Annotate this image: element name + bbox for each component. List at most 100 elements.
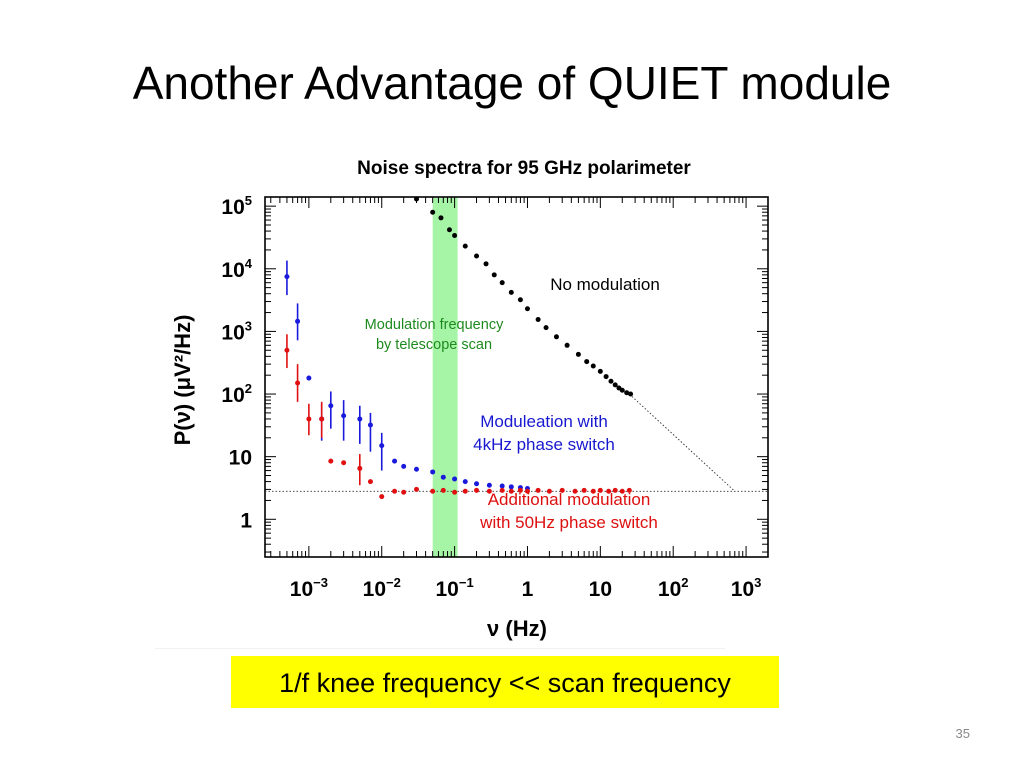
y-axis-label: P(ν) (μV²/Hz) bbox=[170, 315, 195, 446]
data-point bbox=[328, 403, 334, 409]
annotation-4khz-line2: 4kHz phase switch bbox=[473, 434, 615, 454]
chart-title: Noise spectra for 95 GHz polarimeter bbox=[357, 158, 691, 179]
data-point bbox=[491, 272, 497, 278]
data-point bbox=[452, 232, 458, 238]
data-point bbox=[543, 325, 549, 331]
data-point bbox=[328, 458, 334, 464]
data-point bbox=[414, 466, 420, 472]
slide-title: Another Advantage of QUIET module bbox=[132, 57, 892, 109]
x-tick-label: 10−1 bbox=[436, 575, 474, 601]
annotation-no-modulation-text: No modulation bbox=[550, 275, 660, 294]
callout-box: 1/f knee frequency << scan frequency bbox=[231, 656, 779, 708]
y-tick-label: 104 bbox=[221, 256, 252, 282]
data-point bbox=[517, 297, 523, 303]
data-point bbox=[401, 489, 407, 495]
data-point bbox=[559, 487, 565, 493]
data-point bbox=[597, 487, 603, 493]
data-point bbox=[341, 413, 347, 419]
data-point bbox=[624, 390, 630, 396]
data-point bbox=[430, 209, 436, 215]
data-point bbox=[414, 486, 420, 492]
data-point bbox=[379, 494, 385, 500]
data-point bbox=[414, 196, 420, 202]
annotation-scan-line2: by telescope scan bbox=[375, 336, 493, 353]
data-point bbox=[474, 481, 480, 487]
data-point bbox=[341, 460, 347, 466]
data-point bbox=[474, 487, 480, 493]
annotation-scan-frequency: Modulation frequency by telescope scan bbox=[336, 316, 532, 355]
data-point bbox=[319, 416, 325, 422]
data-point bbox=[357, 465, 363, 471]
y-tick-label: 10 bbox=[229, 447, 252, 470]
annotation-50hz-line1: Additional modulation bbox=[487, 490, 651, 509]
data-point bbox=[524, 306, 530, 312]
annotation-scan-line1: Modulation frequency bbox=[364, 317, 504, 333]
data-point bbox=[446, 227, 452, 233]
data-point bbox=[590, 363, 596, 369]
data-point bbox=[295, 380, 301, 386]
data-point bbox=[486, 482, 492, 488]
data-point bbox=[392, 458, 398, 464]
data-point bbox=[575, 351, 581, 357]
data-point bbox=[508, 488, 514, 494]
x-tick-label: 102 bbox=[658, 575, 689, 601]
one-over-f-guide-line bbox=[629, 393, 736, 492]
data-point bbox=[619, 488, 625, 494]
x-tick-label: 10 bbox=[589, 578, 612, 601]
data-point bbox=[367, 422, 373, 428]
y-tick-label: 105 bbox=[221, 193, 252, 219]
data-point bbox=[612, 382, 618, 388]
x-tick-label: 103 bbox=[731, 575, 762, 601]
data-point bbox=[619, 387, 625, 393]
data-point bbox=[603, 374, 609, 380]
data-point bbox=[438, 215, 444, 221]
data-point bbox=[357, 416, 363, 422]
annotation-50hz-line2: with 50Hz phase switch bbox=[480, 512, 658, 532]
data-point bbox=[306, 375, 312, 381]
data-point bbox=[508, 289, 514, 295]
y-tick-label: 103 bbox=[221, 318, 252, 344]
data-point bbox=[590, 488, 596, 494]
data-point bbox=[379, 443, 385, 449]
data-point bbox=[483, 261, 489, 267]
y-tick-label: 102 bbox=[221, 381, 252, 407]
data-point bbox=[608, 378, 614, 384]
separator-line bbox=[155, 648, 725, 649]
data-point bbox=[284, 274, 290, 280]
data-point bbox=[508, 484, 514, 490]
x-tick-label: 10−3 bbox=[290, 575, 328, 601]
data-point bbox=[367, 479, 373, 485]
page-number: 35 bbox=[955, 726, 970, 741]
x-tick-label: 1 bbox=[522, 578, 534, 601]
data-point bbox=[564, 342, 570, 348]
data-point bbox=[584, 359, 590, 365]
data-point bbox=[546, 488, 552, 494]
data-point bbox=[628, 391, 634, 397]
data-point bbox=[452, 476, 458, 482]
x-axis-label: ν (Hz) bbox=[487, 616, 547, 641]
scan-frequency-band bbox=[432, 198, 458, 557]
data-point bbox=[462, 243, 468, 249]
data-point bbox=[499, 483, 505, 489]
data-point bbox=[626, 487, 632, 493]
data-point bbox=[535, 316, 541, 322]
annotation-4khz-line1: Moduleation with bbox=[480, 412, 608, 431]
data-point bbox=[517, 487, 523, 493]
data-point bbox=[499, 487, 505, 493]
data-point bbox=[462, 488, 468, 494]
data-point bbox=[430, 469, 436, 475]
data-point bbox=[553, 334, 559, 340]
data-point bbox=[524, 488, 530, 494]
series-no-modulation bbox=[414, 196, 634, 397]
annotation-4khz-phase-switch: Moduleation with 4kHz phase switch bbox=[446, 411, 642, 457]
data-point bbox=[499, 280, 505, 286]
data-point bbox=[606, 488, 612, 494]
data-point bbox=[284, 347, 290, 353]
data-point bbox=[581, 487, 587, 493]
data-point bbox=[462, 479, 468, 485]
data-point bbox=[440, 474, 446, 480]
annotation-50hz-phase-switch: Additional modulation with 50Hz phase sw… bbox=[444, 489, 694, 535]
data-point bbox=[440, 487, 446, 493]
data-point bbox=[572, 488, 578, 494]
